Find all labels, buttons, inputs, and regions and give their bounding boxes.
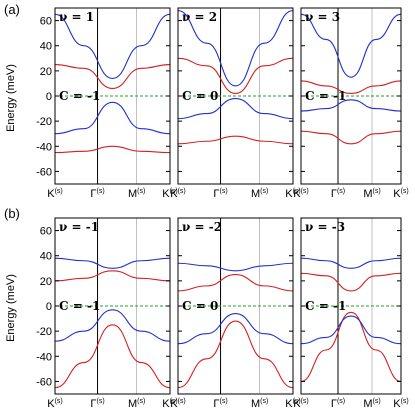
band-line-3 <box>54 257 171 269</box>
x-tick-label: K(s) <box>393 398 409 410</box>
filling-label: ν = 1 <box>59 10 94 24</box>
band-line-1 <box>54 101 171 135</box>
band-line-3 <box>177 262 294 272</box>
x-tick-label: Γ(s) <box>331 188 345 200</box>
band-line-0 <box>177 135 294 145</box>
chern-number-label: C = -1 <box>305 89 346 103</box>
panel-b3: K(s) Γ(s) M(s) K(s) ν = -3 C = -1 <box>293 217 409 410</box>
band-line-0 <box>300 311 402 382</box>
band-line-0 <box>54 324 171 389</box>
y-axis-label-bottom: Energy (meV) <box>5 274 17 342</box>
band-line-3 <box>300 13 402 78</box>
band-line-2 <box>54 64 171 90</box>
x-tick-label: Γ(s) <box>213 188 227 200</box>
y-tick-label: 0 <box>46 91 52 103</box>
panel-b2: K(s) Γ(s) M(s) K(s)ν = -2C = 0 <box>170 217 301 410</box>
band-line-3 <box>177 9 294 87</box>
band-line-2 <box>300 80 402 95</box>
y-tick-label: 0 <box>46 301 52 313</box>
x-tick-label: K(s) <box>47 398 63 410</box>
chern-number-label: C = 0 <box>182 89 218 103</box>
row-label-b: (b) <box>4 206 20 221</box>
x-tick-label: K(s) <box>293 188 309 200</box>
x-tick-label: M(s) <box>128 188 145 200</box>
x-tick-label: K(s) <box>47 188 63 200</box>
x-tick-label: Γ(s) <box>90 188 104 200</box>
y-tick-label: -40 <box>36 141 52 153</box>
x-tick-label: Γ(s) <box>331 398 345 410</box>
filling-label: ν = -2 <box>182 220 222 234</box>
y-tick-label: 60 <box>40 16 52 28</box>
filling-label: ν = -1 <box>59 220 99 234</box>
y-tick-label: -20 <box>36 326 52 338</box>
panels-group: -60 -40 -20 0 20 40 60 K(s) Γ(s) M(s) K(s) ν = 1 C =… <box>36 7 409 410</box>
band-line-2 <box>54 270 171 282</box>
y-tick-label: -40 <box>36 351 52 363</box>
row-label-a: (a) <box>4 2 20 17</box>
band-line-1 <box>177 312 294 345</box>
band-line-1 <box>300 315 402 345</box>
x-tick-label: M(s) <box>128 398 145 410</box>
x-tick-label: K(s) <box>170 398 186 410</box>
x-tick-label: M(s) <box>363 188 380 200</box>
band-line-0 <box>177 320 294 389</box>
y-tick-label: 20 <box>40 66 52 78</box>
chern-number-label: C = -1 <box>59 89 100 103</box>
chern-number-label: C = -1 <box>59 299 100 313</box>
band-line-1 <box>300 99 402 112</box>
filling-label: ν = -3 <box>305 220 345 234</box>
band-line-2 <box>177 57 294 95</box>
x-tick-label: Γ(s) <box>90 398 104 410</box>
x-tick-label: K(s) <box>293 398 309 410</box>
y-tick-label: 40 <box>40 251 52 263</box>
x-tick-label: Γ(s) <box>213 398 227 410</box>
panel-a2: K(s) Γ(s) M(s) K(s)ν = 2C = 0 <box>170 7 301 200</box>
y-tick-label: -60 <box>36 166 52 178</box>
band-line-2 <box>300 272 402 292</box>
x-tick-label: M(s) <box>363 398 380 410</box>
band-line-1 <box>177 97 294 120</box>
chern-number-label: C = -1 <box>305 299 346 313</box>
band-line-1 <box>54 309 171 342</box>
y-tick-label: 20 <box>40 276 52 288</box>
x-tick-label: M(s) <box>251 188 268 200</box>
x-tick-label: K(s) <box>393 188 409 200</box>
band-line-0 <box>54 145 171 154</box>
y-tick-label: 40 <box>40 41 52 53</box>
band-line-3 <box>300 257 402 269</box>
x-tick-label: M(s) <box>251 398 268 410</box>
band-line-3 <box>54 13 171 79</box>
filling-label: ν = 2 <box>182 10 217 24</box>
band-line-2 <box>177 274 294 292</box>
y-tick-label: -20 <box>36 116 52 128</box>
filling-label: ν = 3 <box>305 10 340 24</box>
chern-number-label: C = 0 <box>182 299 218 313</box>
y-tick-label: 60 <box>40 226 52 238</box>
band-line-0 <box>300 130 402 145</box>
x-tick-label: K(s) <box>170 188 186 200</box>
panel-a3: K(s) Γ(s) M(s) K(s) ν = 3 C = -1 <box>293 7 409 200</box>
y-tick-label: -60 <box>36 376 52 388</box>
y-axis-label-top: Energy (meV) <box>5 64 17 132</box>
